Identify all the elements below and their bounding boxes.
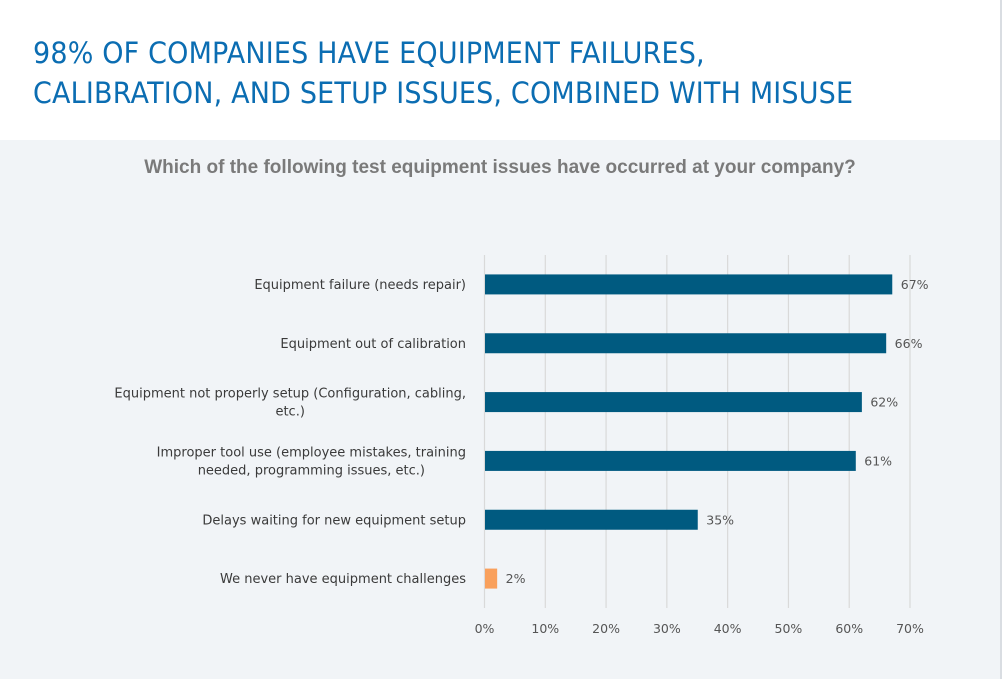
category-label: Equipment failure (needs repair)	[254, 278, 466, 293]
bar	[485, 450, 856, 471]
x-tick-label: 50%	[775, 621, 803, 636]
bar	[485, 392, 862, 413]
category-label-line: Equipment not properly setup (Configurat…	[114, 387, 466, 402]
category-label: Equipment not properly setup (Configurat…	[114, 387, 466, 420]
slide-title-line-1: 98% OF COMPANIES HAVE EQUIPMENT FAILURES…	[33, 36, 705, 70]
x-axis-tick-labels: 0% 10% 20% 30% 40% 50% 60% 70%	[475, 621, 924, 636]
bar	[485, 568, 498, 589]
slide-header: 98% OF COMPANIES HAVE EQUIPMENT FAILURES…	[0, 0, 1000, 140]
x-tick-label: 0%	[475, 621, 495, 636]
category-label: Delays waiting for new equipment setup	[202, 513, 466, 528]
data-label: 62%	[870, 395, 898, 410]
data-label: 61%	[864, 453, 892, 468]
bar	[485, 509, 698, 530]
gridlines	[483, 255, 911, 608]
category-label-line: We never have equipment challenges	[220, 572, 466, 587]
x-tick-label: 30%	[653, 621, 681, 636]
slide-border	[1000, 0, 1002, 679]
data-label: 35%	[706, 512, 734, 527]
category-label-line: needed, programming issues, etc.)	[198, 463, 425, 478]
category-label-line: Delays waiting for new equipment setup	[202, 513, 466, 528]
x-tick-label: 60%	[835, 621, 863, 636]
data-label: 2%	[506, 571, 526, 586]
x-tick-label: 20%	[592, 621, 620, 636]
x-tick-label: 70%	[896, 621, 924, 636]
category-label-line: Equipment out of calibration	[280, 337, 466, 352]
x-tick-label: 40%	[714, 621, 742, 636]
category-label: We never have equipment challenges	[220, 572, 466, 587]
bar	[485, 333, 887, 354]
chart-title: Which of the following test equipment is…	[144, 157, 856, 178]
category-label: Improper tool use (employee mistakes, tr…	[157, 445, 466, 478]
data-label: 67%	[901, 277, 929, 292]
category-labels: Equipment failure (needs repair) Equipmen…	[114, 278, 466, 587]
category-label-line: Improper tool use (employee mistakes, tr…	[157, 445, 466, 460]
category-label-line: Equipment failure (needs repair)	[254, 278, 466, 293]
x-tick-label: 10%	[531, 621, 559, 636]
bar	[485, 274, 893, 295]
value-labels: 67% 66% 62% 61% 35% 2%	[506, 277, 929, 586]
data-label: 66%	[895, 336, 923, 351]
category-label: Equipment out of calibration	[280, 337, 466, 352]
category-label-line: etc.)	[275, 405, 304, 420]
bars	[485, 274, 893, 589]
slide-title: 98% OF COMPANIES HAVE EQUIPMENT FAILURES…	[33, 33, 926, 113]
slide-title-line-2: CALIBRATION, AND SETUP ISSUES, COMBINED …	[33, 76, 854, 110]
